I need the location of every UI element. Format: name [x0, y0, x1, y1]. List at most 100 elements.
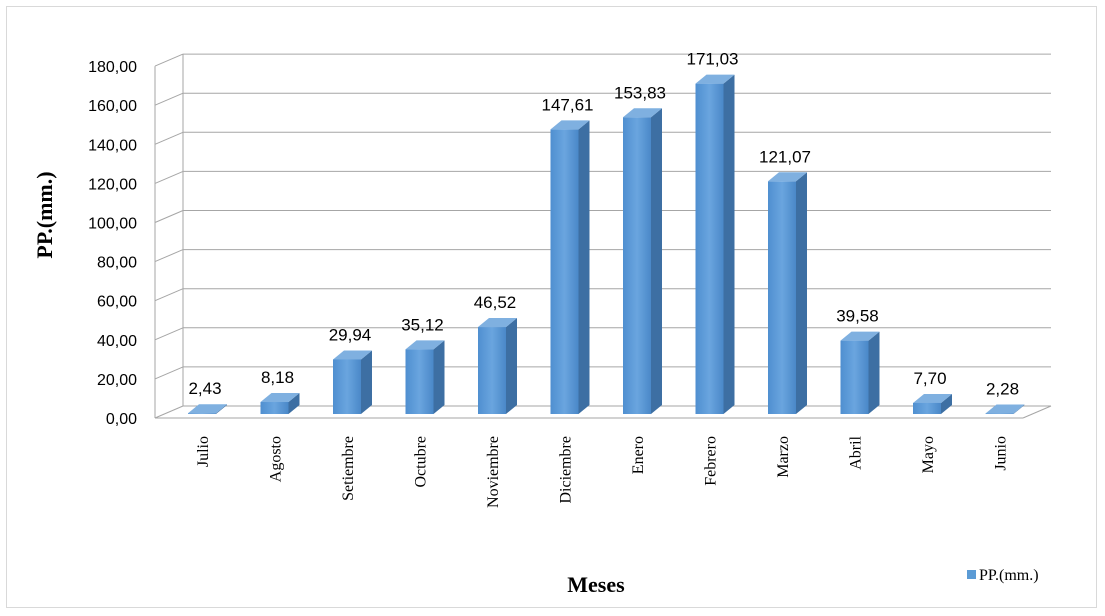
- bar-side: [651, 108, 662, 414]
- y-tick-label: 140,00: [88, 137, 137, 154]
- bar-top: [478, 318, 517, 328]
- bar: [840, 331, 880, 414]
- bar: [623, 108, 662, 414]
- bar-front: [913, 402, 941, 414]
- x-tick-label: Octubre: [413, 436, 430, 488]
- bar: [768, 172, 807, 414]
- x-tick-label: Julio: [195, 436, 212, 467]
- bar-side: [433, 340, 445, 414]
- x-tick-label: Agosto: [268, 436, 285, 482]
- data-label: 121,07: [759, 147, 811, 166]
- data-label: 46,52: [474, 293, 517, 312]
- bar-side: [361, 350, 372, 414]
- x-tick-label: Abril: [848, 435, 865, 469]
- bars: [188, 74, 1025, 414]
- bar-side: [868, 331, 880, 414]
- x-tick-labels: Julio Agosto Setiembre Octubre Noviembre Dici…: [195, 435, 1010, 508]
- legend: PP.(mm.): [967, 567, 1039, 584]
- bar-front: [768, 181, 796, 414]
- data-labels: 2,43 8,18 29,94 35,12 46,52 147,61 153,83 171,0…: [188, 50, 1019, 399]
- bar-front: [333, 359, 361, 414]
- bar-top: [188, 404, 227, 414]
- x-axis-title: Meses: [567, 572, 625, 597]
- bar-top: [768, 172, 807, 182]
- bar-side: [1013, 404, 1025, 414]
- gridline-depth: [154, 249, 184, 263]
- bar-front: [695, 83, 724, 414]
- bar-top: [333, 350, 372, 360]
- floor-right-edge: [1022, 405, 1052, 419]
- y-tick-label: 80,00: [97, 255, 137, 272]
- bar: [405, 340, 445, 414]
- bar-front: [623, 117, 651, 414]
- legend-swatch: [967, 570, 976, 579]
- bar-top: [840, 331, 880, 341]
- y-tick-label: 100,00: [88, 216, 137, 233]
- bar-top: [695, 74, 735, 84]
- x-tick-label: Marzo: [775, 436, 792, 478]
- x-tick-label: Febrero: [703, 436, 720, 486]
- bar: [695, 74, 735, 414]
- y-tick-label: 20,00: [97, 372, 137, 389]
- bar-top: [260, 393, 300, 403]
- bar-front: [260, 402, 289, 414]
- data-label: 7,70: [913, 369, 946, 388]
- data-label: 153,83: [614, 83, 666, 102]
- data-label: 8,18: [261, 368, 294, 387]
- gridlines: [154, 53, 1052, 419]
- bar-side: [796, 172, 807, 414]
- bar: [260, 393, 300, 414]
- x-tick-label: Noviembre: [485, 436, 502, 508]
- bar-side: [216, 404, 227, 414]
- data-label: 2,28: [986, 380, 1019, 399]
- y-tick-labels: 0,00 20,00 40,00 60,00 80,00 100,00 120,00 140,…: [88, 59, 137, 428]
- y-tick-label: 160,00: [88, 98, 137, 115]
- bar-top: [913, 393, 952, 403]
- bar-front: [188, 413, 216, 414]
- bar: [188, 404, 227, 414]
- bar: [333, 350, 372, 414]
- y-tick-label: 40,00: [97, 333, 137, 350]
- bar: [985, 404, 1025, 414]
- x-tick-label: Mayo: [920, 436, 937, 473]
- gridline-depth: [154, 405, 184, 419]
- bar-top: [550, 120, 590, 130]
- bar-side: [288, 393, 300, 414]
- data-label: 147,61: [542, 95, 594, 114]
- bar-front: [550, 129, 579, 414]
- bar: [478, 318, 517, 414]
- y-axis-title: PP.(mm.): [32, 171, 57, 258]
- gridline-depth: [154, 92, 184, 106]
- data-label: 2,43: [188, 379, 221, 398]
- bar-front: [478, 327, 506, 414]
- gridline-depth: [154, 366, 184, 380]
- bar-side: [506, 318, 517, 414]
- gridline-depth: [154, 288, 184, 302]
- gridline-depth: [154, 53, 184, 67]
- y-tick-label: 0,00: [106, 411, 137, 428]
- bar-side: [578, 120, 590, 414]
- bar: [550, 120, 590, 414]
- data-label: 171,03: [687, 50, 739, 69]
- data-label: 29,94: [329, 325, 372, 344]
- bar-front: [840, 340, 869, 414]
- y-tick-label: 60,00: [97, 294, 137, 311]
- gridline-depth: [154, 210, 184, 223]
- data-label: 35,12: [401, 315, 444, 334]
- y-tick-label: 180,00: [88, 59, 137, 76]
- bar: [913, 393, 952, 414]
- x-tick-label: Setiembre: [340, 436, 357, 501]
- gridline-depth: [154, 170, 184, 184]
- bar-side: [941, 393, 952, 414]
- gridline-depth: [154, 131, 184, 145]
- bar-front: [405, 349, 434, 414]
- data-label: 39,58: [836, 307, 879, 326]
- x-tick-label: Diciembre: [558, 436, 575, 504]
- gridline-depth: [154, 327, 184, 341]
- x-tick-label: Junio: [993, 436, 1010, 471]
- bar-side: [723, 74, 735, 414]
- y-tick-label: 120,00: [88, 176, 137, 193]
- bar-top: [985, 404, 1025, 414]
- bar-top: [405, 340, 445, 350]
